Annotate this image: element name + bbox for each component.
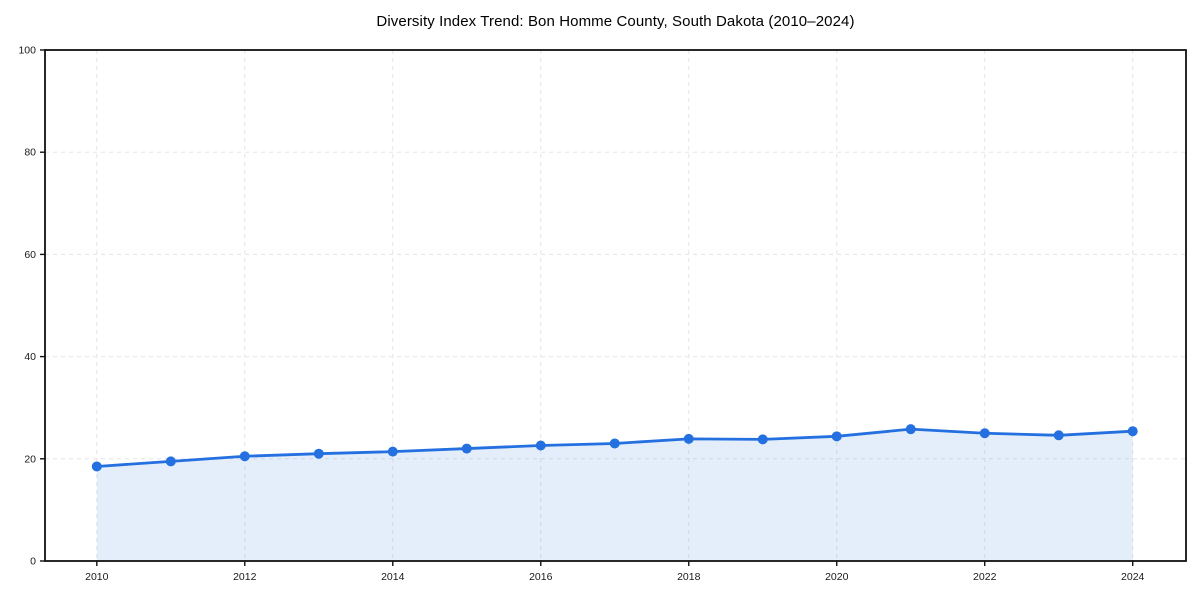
x-tick-label: 2022 bbox=[973, 571, 997, 583]
data-point-2018 bbox=[683, 433, 694, 444]
y-tick-label: 0 bbox=[30, 556, 36, 568]
x-tick-label: 2014 bbox=[381, 571, 405, 583]
x-tick-label: 2012 bbox=[233, 571, 257, 583]
x-tick-label: 2016 bbox=[529, 571, 553, 583]
data-point-2020 bbox=[831, 431, 842, 442]
y-tick-label: 100 bbox=[18, 45, 36, 57]
data-point-2011 bbox=[165, 456, 176, 467]
chart-title: Diversity Index Trend: Bon Homme County,… bbox=[376, 13, 855, 30]
x-tick-label: 2010 bbox=[85, 571, 109, 583]
data-point-2024 bbox=[1127, 426, 1138, 437]
data-point-2010 bbox=[91, 461, 102, 472]
x-tick-label: 2024 bbox=[1121, 571, 1145, 583]
data-point-2022 bbox=[979, 428, 990, 439]
data-point-2021 bbox=[905, 424, 916, 435]
area-fill bbox=[96, 429, 1133, 561]
y-tick-label: 20 bbox=[24, 453, 36, 465]
y-tick-label: 40 bbox=[24, 351, 36, 363]
x-tick-label: 2020 bbox=[825, 571, 849, 583]
data-point-2023 bbox=[1053, 430, 1064, 441]
data-point-2014 bbox=[387, 446, 398, 457]
data-point-2017 bbox=[609, 438, 620, 449]
y-tick-label: 80 bbox=[24, 147, 36, 159]
data-point-2015 bbox=[461, 443, 472, 454]
data-point-2016 bbox=[535, 440, 546, 451]
data-point-2019 bbox=[757, 434, 768, 445]
axis-frame bbox=[44, 49, 1187, 562]
x-tick-label: 2018 bbox=[677, 571, 701, 583]
data-point-2012 bbox=[239, 451, 250, 462]
data-point-2013 bbox=[313, 448, 324, 459]
y-tick-label: 60 bbox=[24, 249, 36, 261]
